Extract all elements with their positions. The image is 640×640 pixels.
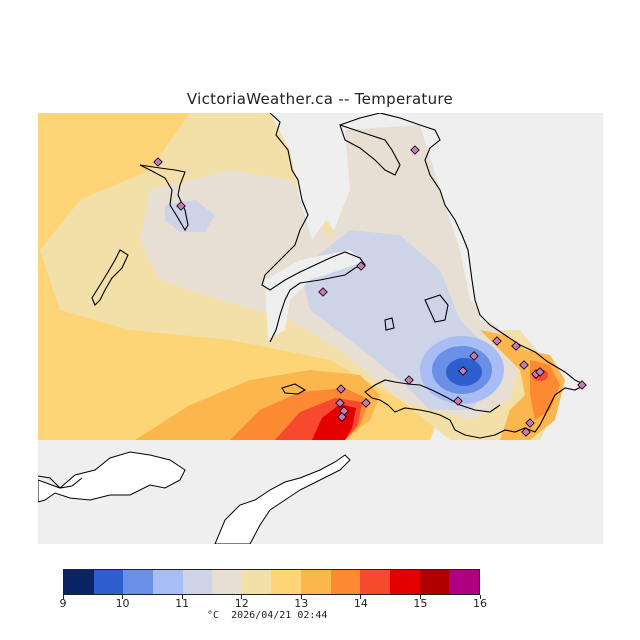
station-marker[interactable] [535,367,545,377]
station-marker[interactable] [469,351,479,361]
station-marker[interactable] [176,201,186,211]
station-marker[interactable] [335,398,345,408]
station-marker[interactable] [453,396,463,406]
map-title: VictoriaWeather.ca -- Temperature [186,90,454,108]
south-landmass [38,451,186,503]
station-marker[interactable] [511,341,521,351]
station-marker[interactable] [361,398,371,408]
coastlines [38,113,587,489]
station-marker[interactable] [519,360,529,370]
outside-analysis-east [435,113,603,440]
station-marker[interactable] [404,375,414,385]
station-marker[interactable] [356,261,366,271]
outside-analysis-water [270,113,345,240]
station-marker[interactable] [336,384,346,394]
south-coast [214,454,351,544]
station-marker[interactable] [458,366,468,376]
station-marker[interactable] [525,418,535,428]
station-marker[interactable] [410,145,420,155]
station-marker[interactable] [318,287,328,297]
station-marker[interactable] [521,427,531,437]
station-marker[interactable] [337,412,347,422]
temp-zone-11-5-b [165,200,215,232]
station-marker[interactable] [492,336,502,346]
station-marker[interactable] [153,157,163,167]
outside-analysis-inlet [265,250,362,340]
station-marker[interactable] [577,380,587,390]
station-markers [153,145,587,437]
